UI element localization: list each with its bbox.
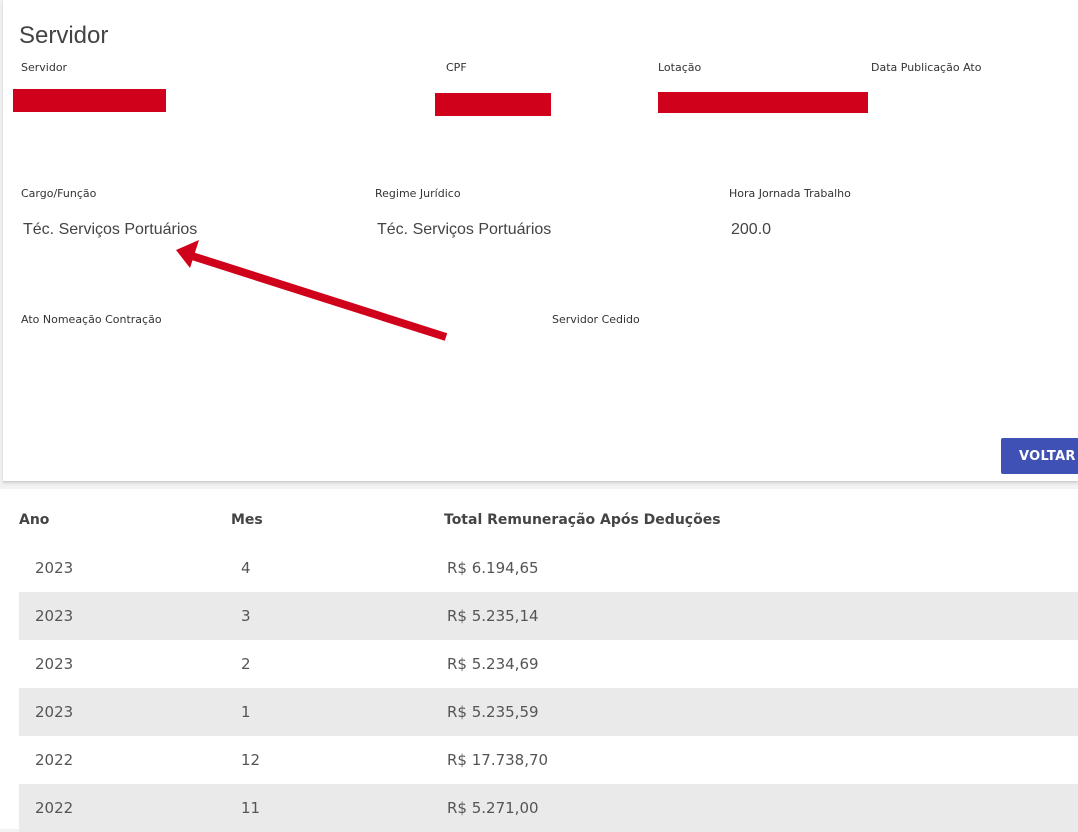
cell-mes: 2 — [241, 655, 251, 673]
cell-ano: 2023 — [35, 703, 74, 721]
cargo-label: Cargo/Função — [21, 187, 97, 200]
header-mes: Mes — [231, 512, 263, 528]
data-publicacao-label: Data Publicação Ato — [871, 61, 982, 74]
header-ano: Ano — [19, 512, 50, 528]
cell-ano: 2023 — [35, 559, 74, 577]
cell-mes: 4 — [241, 559, 251, 577]
cell-mes: 1 — [241, 703, 251, 721]
cell-total: R$ 6.194,65 — [447, 559, 539, 577]
hora-jornada-value: 200.0 — [731, 221, 772, 238]
cell-mes: 12 — [241, 751, 261, 769]
header-total: Total Remuneração Após Deduções — [444, 512, 721, 528]
table-row: 2023 3 R$ 5.235,14 — [19, 592, 1078, 640]
servidor-label: Servidor — [21, 61, 68, 74]
cell-ano: 2023 — [35, 655, 74, 673]
cell-total: R$ 5.235,59 — [447, 703, 539, 721]
cell-total: R$ 5.235,14 — [447, 607, 539, 625]
servidor-redaction — [13, 89, 166, 112]
cell-total: R$ 5.271,00 — [447, 799, 539, 817]
cell-total: R$ 17.738,70 — [447, 751, 549, 769]
ato-nomeacao-label: Ato Nomeação Contração — [21, 313, 162, 326]
cell-mes: 3 — [241, 607, 251, 625]
table-row: 2023 2 R$ 5.234,69 — [19, 640, 1078, 688]
cell-ano: 2022 — [35, 751, 74, 769]
regime-value: Téc. Serviços Portuários — [377, 221, 552, 238]
regime-label: Regime Jurídico — [375, 187, 461, 200]
voltar-button[interactable]: VOLTAR — [1001, 438, 1078, 474]
page-title: Servidor — [19, 22, 109, 49]
cpf-label: CPF — [446, 61, 467, 74]
cell-ano: 2022 — [35, 799, 74, 817]
cell-total: R$ 5.234,69 — [447, 655, 539, 673]
remuneracao-table: Ano Mes Total Remuneração Após Deduções … — [0, 489, 1078, 832]
table-row: 2023 1 R$ 5.235,59 — [19, 688, 1078, 736]
servidor-card: Servidor Servidor CPF Lotação Data Publi… — [3, 0, 1078, 482]
cargo-value: Téc. Serviços Portuários — [23, 221, 198, 238]
lotacao-redaction — [658, 92, 868, 113]
cell-ano: 2023 — [35, 607, 74, 625]
table-row: 2022 11 R$ 5.271,00 — [19, 784, 1078, 832]
table-row: 2023 4 R$ 6.194,65 — [19, 544, 1078, 592]
servidor-cedido-label: Servidor Cedido — [552, 313, 640, 326]
lotacao-label: Lotação — [658, 61, 702, 74]
table-row: 2022 12 R$ 17.738,70 — [19, 736, 1078, 784]
hora-jornada-label: Hora Jornada Trabalho — [729, 187, 851, 200]
cell-mes: 11 — [241, 799, 261, 817]
cpf-redaction — [435, 93, 551, 116]
